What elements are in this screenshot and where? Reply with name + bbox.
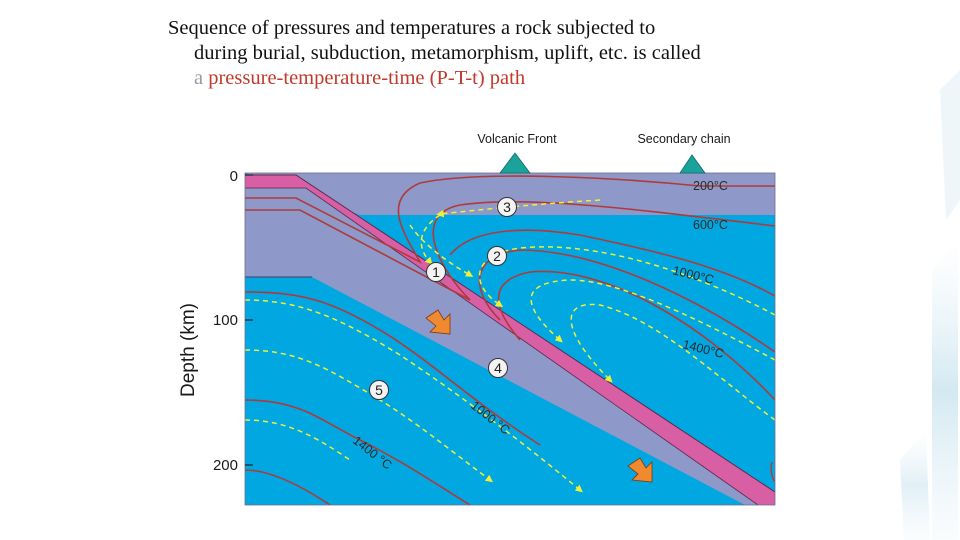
- y-tick-200: 200: [213, 457, 238, 474]
- pt-point-2: 2: [487, 246, 507, 266]
- y-axis-label: Depth (km): [178, 303, 199, 397]
- pt-point-1: 1: [426, 262, 446, 282]
- volcanic-front-label: Volcanic Front: [477, 132, 557, 146]
- pt-path-term: pressure-temperature-time (P-T-t) path: [208, 67, 526, 89]
- subducting-slab: [245, 185, 775, 505]
- slab-motion-arrows: [425, 309, 653, 483]
- slide-text-block: Sequence of pressures and temperatures a…: [168, 16, 888, 91]
- y-tick-0: 0: [230, 168, 238, 185]
- secondary-chain-volcano: [679, 154, 706, 174]
- text-line-2: during burial, subduction, metamorphism,…: [194, 42, 701, 64]
- text-line-3-prefix: a: [194, 67, 209, 89]
- text-line-1: Sequence of pressures and temperatures a…: [168, 17, 656, 39]
- pt-point-4: 4: [488, 358, 508, 378]
- oceanic-crust: [245, 175, 775, 505]
- volcanic-front-volcano: [499, 152, 531, 174]
- pt-point-3: 3: [497, 197, 517, 217]
- y-tick-100: 100: [213, 312, 238, 329]
- pt-point-5: 5: [369, 380, 389, 400]
- isotherm-lines: [245, 175, 775, 505]
- decorative-streaks: [900, 70, 960, 540]
- overriding-plate: [245, 173, 775, 215]
- pt-point-4-label: 4: [494, 360, 502, 376]
- pt-point-1-label: 1: [432, 264, 440, 280]
- isotherm-label-200: 200°C: [693, 179, 728, 193]
- secondary-chain-label: Secondary chain: [637, 132, 730, 146]
- y-axis-ticks: [245, 174, 253, 466]
- isotherm-label-600: 600°C: [693, 218, 728, 232]
- pt-point-5-label: 5: [375, 382, 383, 398]
- pt-point-2-label: 2: [493, 248, 501, 264]
- text-line-3: a pressure-temperature-time (P-T-t) path: [168, 66, 888, 91]
- pt-point-3-label: 3: [503, 199, 511, 215]
